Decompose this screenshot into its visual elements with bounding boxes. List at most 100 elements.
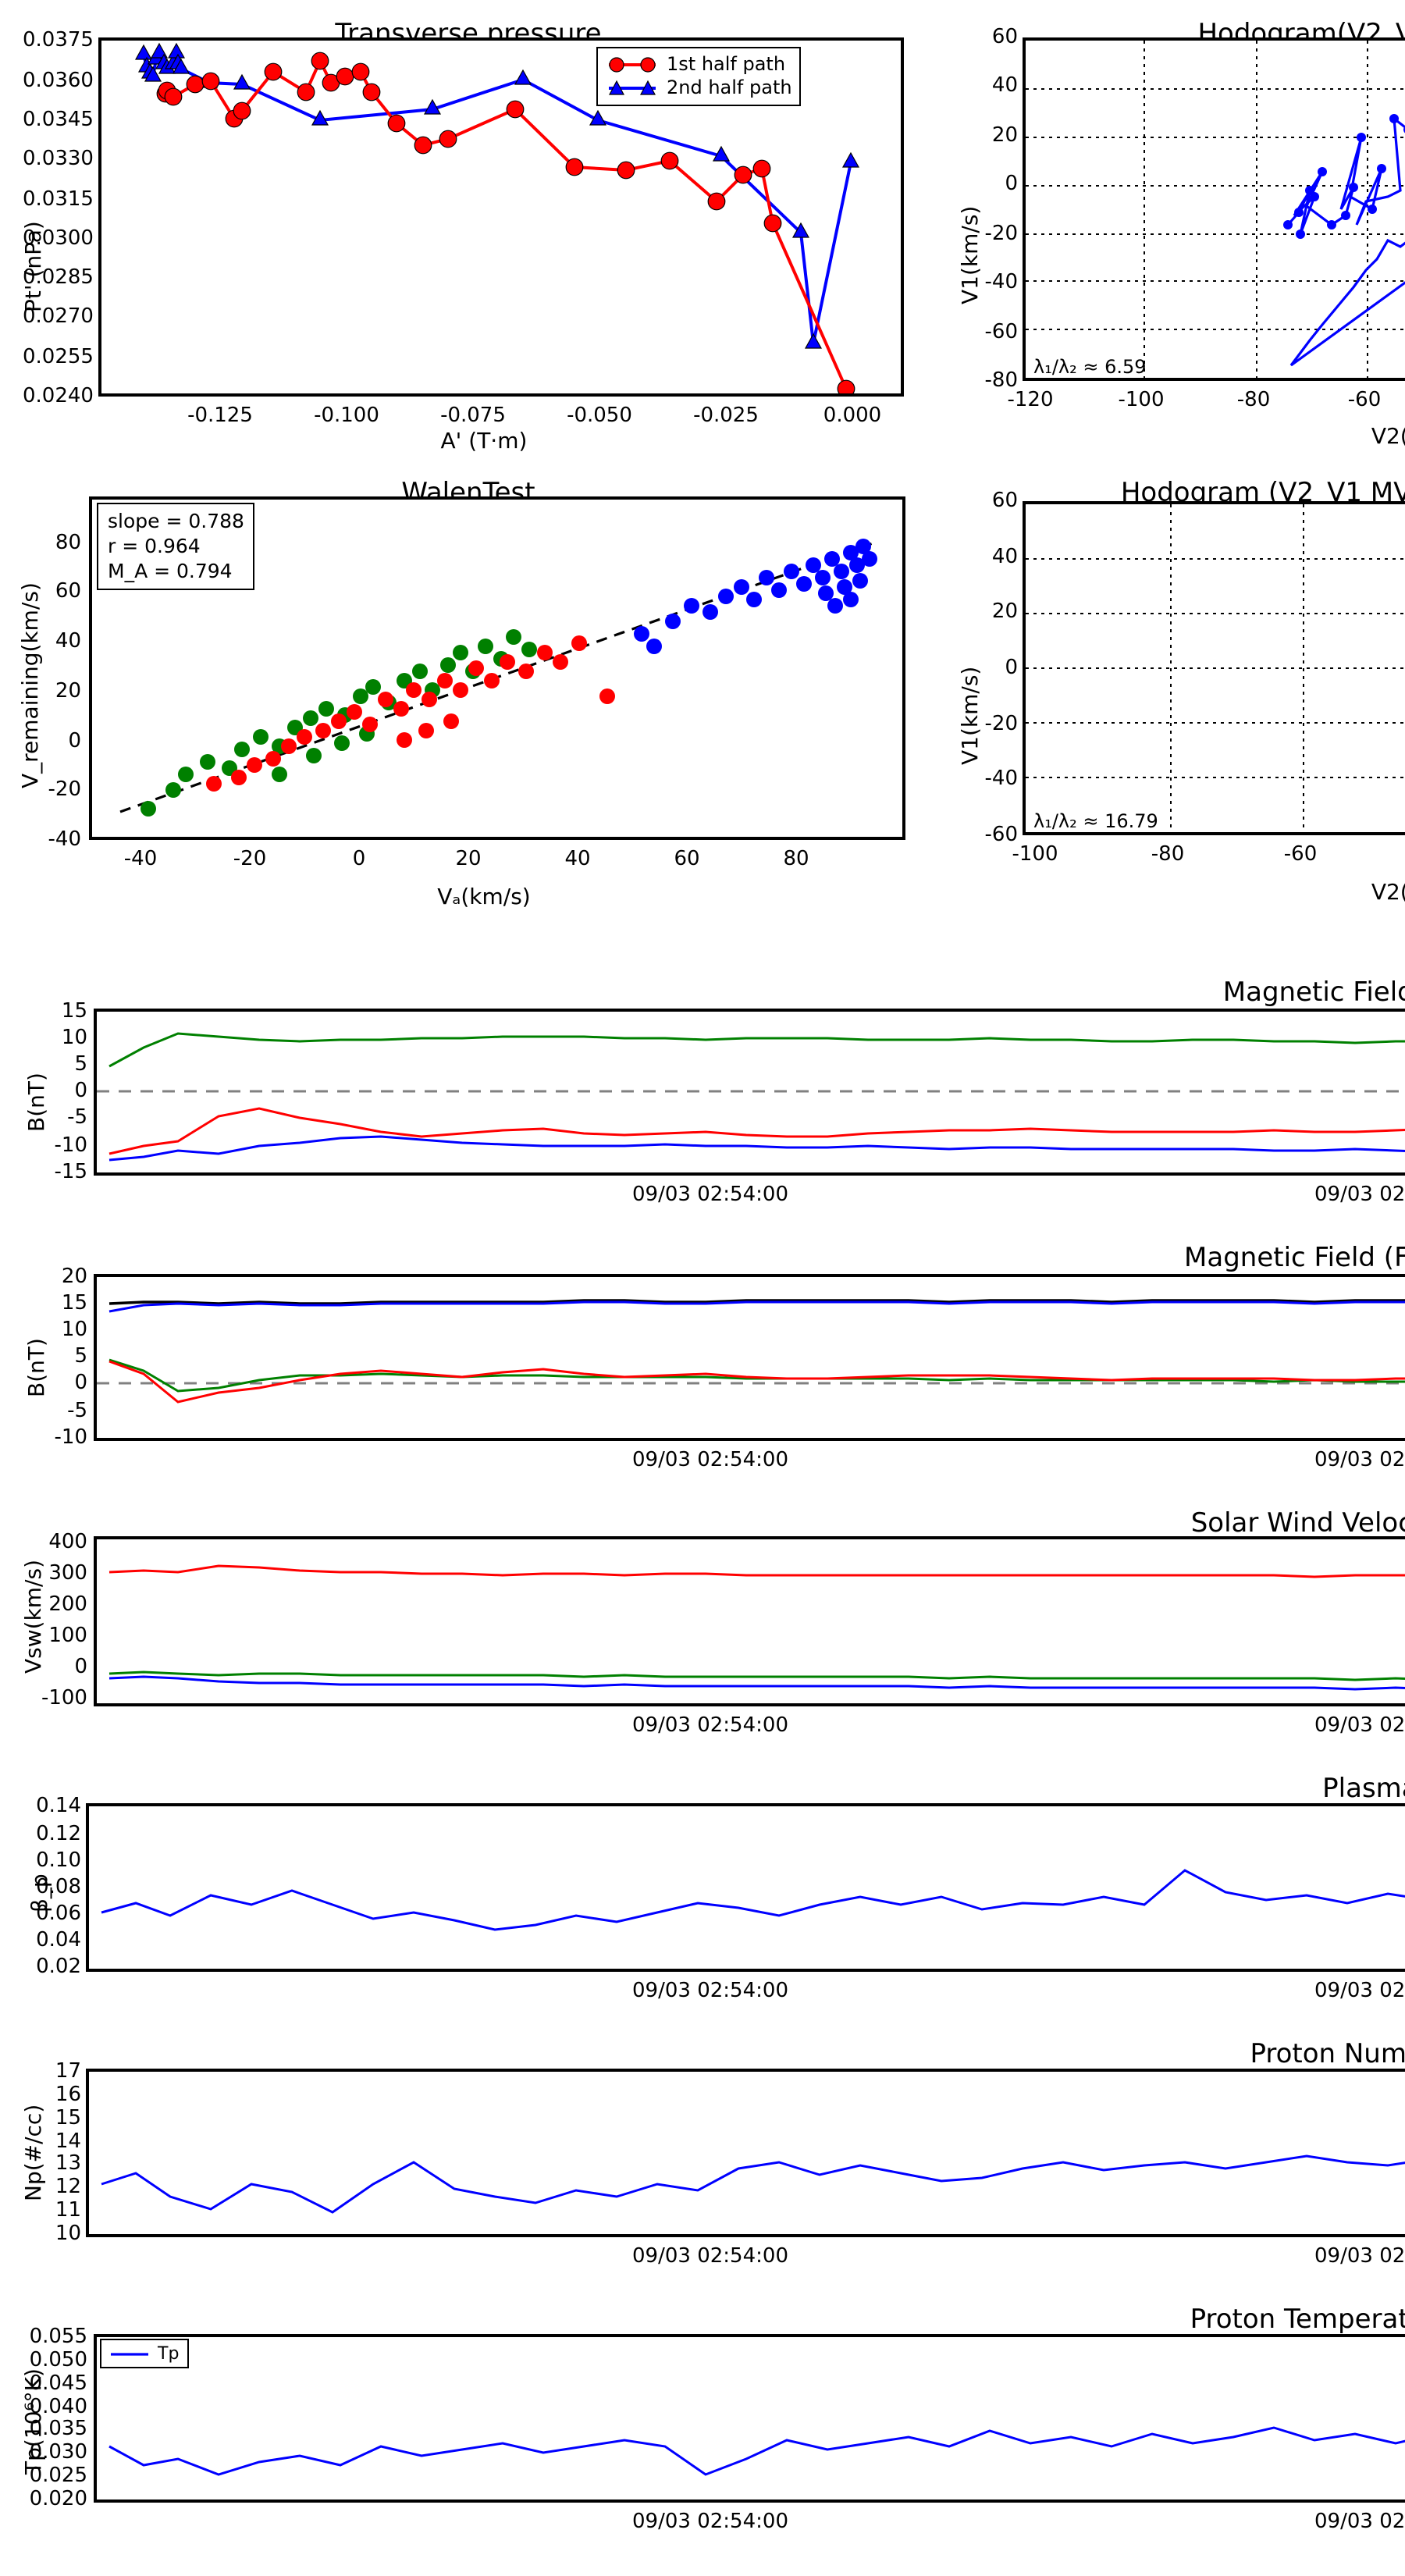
y-tick: 5: [74, 1345, 87, 1369]
y-tick: 0.035: [29, 2418, 87, 2442]
bfield-fluxrope-svg: [97, 1299, 1405, 1404]
x-tick: -100: [1012, 843, 1058, 866]
y-tick: 60: [55, 580, 81, 604]
y-tick: 100: [48, 1624, 87, 1648]
y-tick: 400: [48, 1531, 87, 1555]
y-tick: 0.045: [29, 2371, 87, 2396]
y-tick: 20: [55, 679, 81, 703]
legend-label: 2nd half path: [667, 76, 792, 98]
panel-proton-temperature: Proton Temperature and T_e/T_p Tp(10⁶°K)…: [0, 2295, 1405, 2560]
y-tick: 20: [61, 1265, 87, 1289]
y-tick: 0.020: [29, 2488, 87, 2511]
x-tick: -60: [1347, 389, 1382, 412]
walen-ma: M_A = 0.794: [108, 559, 233, 582]
y-tick: 0.0240: [23, 385, 94, 408]
y-tick: 0.0270: [23, 305, 94, 329]
y-tick: 0.040: [29, 2395, 87, 2419]
x-axis-label: A' (T·m): [440, 429, 528, 454]
x-tick: 40: [564, 848, 591, 871]
x-tick: -0.025: [693, 404, 759, 428]
x-tick: 09/03 02:54:00: [632, 2245, 788, 2268]
y-tick: -100: [41, 1686, 87, 1710]
bfield-rtn-svg: [97, 1032, 1405, 1162]
y-tick: -40: [984, 767, 1018, 792]
y-tick: 15: [55, 2106, 81, 2130]
y-tick: 0: [74, 1372, 87, 1396]
y-tick: 0: [1005, 173, 1018, 197]
proton-density-svg: [101, 2154, 1405, 2214]
y-tick: -20: [984, 712, 1018, 736]
y-tick: 11: [55, 2199, 81, 2223]
x-tick: 09/03 02:54:00: [632, 1714, 788, 1738]
panel-bfield-rtn: Magnetic Field (RTN Frame) B(nT) -15 -10…: [0, 968, 1405, 1218]
x-tick: 80: [783, 848, 809, 871]
legend[interactable]: 1st half path 2nd half path: [596, 47, 802, 106]
x-tick: -60: [1283, 843, 1318, 866]
panel-proton-density: Proton Number Density Np(#/cc) 10 11 12 …: [0, 2030, 1405, 2279]
y-tick: 200: [48, 1593, 87, 1617]
panel-title: Solar Wind Velocity (RTN Frame): [1190, 1508, 1405, 1539]
x-tick: 09/03 02:59:00: [1314, 2245, 1405, 2268]
y-tick: 0.06: [36, 1902, 81, 1926]
y-tick: 0.0315: [23, 187, 94, 211]
y-tick: 5: [74, 1053, 87, 1076]
panel-title: Proton Number Density: [1250, 2039, 1405, 2070]
panel-walen-test: WalenTest V_remaining(km/s) Vₐ(km/s) -40…: [0, 453, 937, 921]
y-tick: 12: [55, 2176, 81, 2200]
eigenvalue-ratio-annotation: λ₁/λ₂ ≈ 16.79: [1033, 810, 1158, 832]
legend-item: 1st half path: [606, 53, 792, 76]
x-tick: 09/03 02:54:00: [632, 2510, 788, 2534]
walen-test-svg: [119, 539, 877, 817]
y-tick: 15: [61, 999, 87, 1023]
x-tick: -20: [233, 848, 267, 871]
x-tick: -100: [1118, 389, 1165, 412]
y-tick: 0.0375: [23, 29, 94, 53]
y-tick: 300: [48, 1562, 87, 1586]
y-tick: 0.0255: [23, 345, 94, 369]
panel-transverse-pressure: Transverse pressure Pt' (nPa) A' (T·m) 0…: [0, 0, 937, 454]
y-tick: -40: [984, 271, 1018, 295]
plot-area: [94, 2334, 1405, 2503]
y-tick: -5: [67, 1106, 87, 1130]
panel-title: Plasma Beta: [1322, 1774, 1405, 1805]
y-tick: -20: [48, 778, 81, 802]
y-tick: 40: [55, 630, 81, 654]
x-tick: -80: [1151, 843, 1185, 866]
x-tick: 0.000: [823, 404, 882, 428]
x-tick: 09/03 02:59:00: [1314, 1714, 1405, 1738]
y-tick: 20: [991, 123, 1018, 148]
y-tick: 0.12: [36, 1822, 81, 1845]
plasma-beta-svg: [101, 1869, 1405, 1931]
x-tick: 09/03 02:54:00: [632, 1183, 788, 1207]
panel-hodogram-v2v1-mvav: Hodogram (V2_V1 MVAV_remaining frame) V1…: [937, 453, 1405, 921]
y-tick: 0.02: [36, 1955, 81, 1979]
y-tick: 10: [55, 2222, 81, 2246]
legend-item: 2nd half path: [606, 76, 792, 100]
walen-r: r = 0.964: [108, 534, 201, 557]
legend[interactable]: Tp: [100, 2339, 189, 2368]
legend-label: 1st half path: [667, 53, 786, 75]
y-tick: 0.08: [36, 1875, 81, 1899]
y-tick: 0: [1005, 656, 1018, 680]
y-tick: 40: [991, 74, 1018, 98]
y-tick: 0.14: [36, 1795, 81, 1819]
x-tick: 09/03 02:59:00: [1314, 1449, 1405, 1472]
y-tick: 10: [61, 1026, 87, 1050]
y-tick: 0.10: [36, 1848, 81, 1873]
panel-title: Proton Temperature and T_e/T_p: [1190, 2304, 1405, 2336]
y-tick: -20: [984, 222, 1018, 246]
y-tick: 10: [61, 1318, 87, 1342]
y-tick: -15: [54, 1160, 87, 1184]
eigenvalue-ratio-annotation: λ₁/λ₂ ≈ 6.59: [1033, 356, 1147, 378]
walen-stats-box: slope = 0.788 r = 0.964 M_A = 0.794: [97, 503, 255, 590]
legend-marker-triangle-icon: [609, 80, 656, 95]
y-tick: 0: [68, 729, 81, 753]
legend-label: Tp: [158, 2343, 180, 2364]
x-tick: 0: [352, 848, 366, 871]
plot-area: [86, 2069, 1405, 2237]
plot-area: [94, 1536, 1405, 1706]
panel-solar-wind-velocity: Solar Wind Velocity (RTN Frame) Vsw(km/s…: [0, 1499, 1405, 1749]
plot-area: [94, 1274, 1405, 1441]
hodogram-v2v1-mvav-svg: [1026, 504, 1405, 832]
y-tick: -10: [54, 1425, 87, 1450]
